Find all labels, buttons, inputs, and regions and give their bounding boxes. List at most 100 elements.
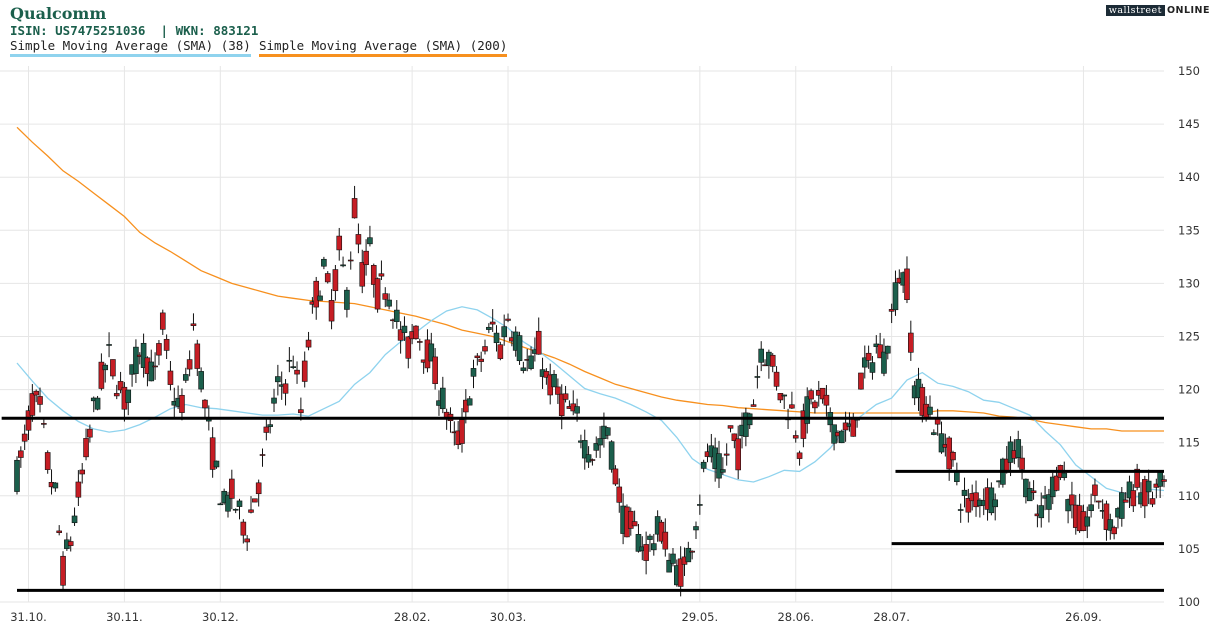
candle-down xyxy=(904,268,910,300)
candle-down xyxy=(773,371,780,387)
candle-down xyxy=(259,454,266,456)
candle-up xyxy=(213,460,220,468)
candle-down xyxy=(336,235,343,251)
candle-down xyxy=(156,343,162,356)
candle-down xyxy=(359,262,366,287)
candle-up xyxy=(286,359,293,362)
y-tick-label: 140 xyxy=(1178,170,1200,184)
candle-up xyxy=(670,553,676,564)
candle-up xyxy=(520,367,527,371)
candle-up xyxy=(344,289,350,310)
candle-down xyxy=(347,259,354,262)
candle-down xyxy=(850,417,857,437)
candle-down xyxy=(41,423,47,425)
candle-up xyxy=(961,489,968,496)
candle-down xyxy=(627,510,634,529)
candle-up xyxy=(884,345,891,354)
legend-sma-200[interactable]: Simple Moving Average (SMA) (200) xyxy=(259,38,508,57)
candle-down xyxy=(117,381,124,391)
candle-down xyxy=(459,419,465,444)
candle-down xyxy=(44,452,51,470)
instrument-title: Qualcomm xyxy=(10,4,107,23)
y-axis: 100 105 110 115 120 125 130 135 140 145 150 xyxy=(1178,64,1200,609)
candle-down xyxy=(37,396,43,405)
candle-down xyxy=(202,399,208,409)
candle-down xyxy=(888,309,895,312)
candle-up xyxy=(758,348,765,363)
candle-up xyxy=(551,373,557,388)
candle-down xyxy=(478,358,484,362)
candle-down xyxy=(505,318,511,321)
candle-down xyxy=(919,387,926,416)
candle-down xyxy=(56,530,62,533)
candle-up xyxy=(608,441,615,470)
candle-down xyxy=(777,393,784,401)
legend-sma-38[interactable]: Simple Moving Average (SMA) (38) xyxy=(10,38,251,57)
candle-down xyxy=(1053,475,1060,491)
candle-down xyxy=(167,370,174,385)
candle-down xyxy=(1092,484,1098,496)
candle-up xyxy=(275,376,281,383)
candle-up xyxy=(716,453,722,479)
candle-up xyxy=(938,433,945,453)
x-axis: 31.10. 30.11. 30.12. 28.02. 30.03. 29.05. 28.0… xyxy=(10,610,1102,622)
candle-down xyxy=(382,293,389,300)
candle-up xyxy=(804,396,811,424)
candle-down xyxy=(33,390,39,396)
candle-up xyxy=(697,504,703,506)
candle-up xyxy=(585,454,592,463)
candle-down xyxy=(731,433,738,441)
candle-down xyxy=(1069,494,1075,506)
candle-up xyxy=(931,432,937,435)
candle-down xyxy=(823,394,830,406)
candle-down xyxy=(255,482,262,495)
candle-down xyxy=(789,404,795,409)
candle-down xyxy=(535,330,542,355)
candle-down xyxy=(1111,527,1117,535)
candle-down xyxy=(163,338,170,351)
candle-up xyxy=(754,376,761,378)
candle-down xyxy=(159,312,166,330)
x-tick-label: 28.07. xyxy=(873,610,910,622)
candle-down xyxy=(75,481,82,498)
candle-down xyxy=(474,355,481,359)
candle-up xyxy=(198,371,204,390)
candle-down xyxy=(796,452,803,459)
candle-down xyxy=(252,498,258,503)
x-tick-label: 30.12. xyxy=(202,610,239,622)
candle-down xyxy=(405,336,412,359)
candle-down xyxy=(194,343,201,369)
y-tick-label: 125 xyxy=(1178,330,1200,344)
candle-down xyxy=(877,344,883,359)
candle-up xyxy=(94,397,101,410)
candle-up xyxy=(581,440,588,459)
brand-logo[interactable]: wallstreet ONLINE xyxy=(1105,5,1210,16)
candle-up xyxy=(597,438,603,446)
candle-up xyxy=(1026,488,1033,502)
candle-up xyxy=(954,471,960,482)
candle-up xyxy=(125,389,132,403)
candle-down xyxy=(332,269,339,292)
candle-down xyxy=(328,300,335,322)
candle-up xyxy=(1023,478,1029,498)
candle-down xyxy=(735,438,741,471)
candle-up xyxy=(236,500,243,507)
candle-up xyxy=(290,366,297,368)
candle-down xyxy=(1122,499,1129,503)
candle-up xyxy=(593,443,600,451)
candle-down xyxy=(110,359,116,377)
candle-up xyxy=(528,355,534,369)
candle-up xyxy=(516,335,523,362)
candle-up xyxy=(927,406,933,415)
candle-up xyxy=(700,461,707,469)
candle-up xyxy=(317,295,323,301)
candle-down xyxy=(750,404,757,407)
candle-up xyxy=(232,508,239,511)
candle-up xyxy=(486,326,492,330)
candle-down xyxy=(229,478,235,499)
candle-down xyxy=(1030,490,1037,494)
sma-200-line xyxy=(16,126,1164,432)
candle-down xyxy=(301,360,308,382)
candle-down xyxy=(240,521,247,536)
